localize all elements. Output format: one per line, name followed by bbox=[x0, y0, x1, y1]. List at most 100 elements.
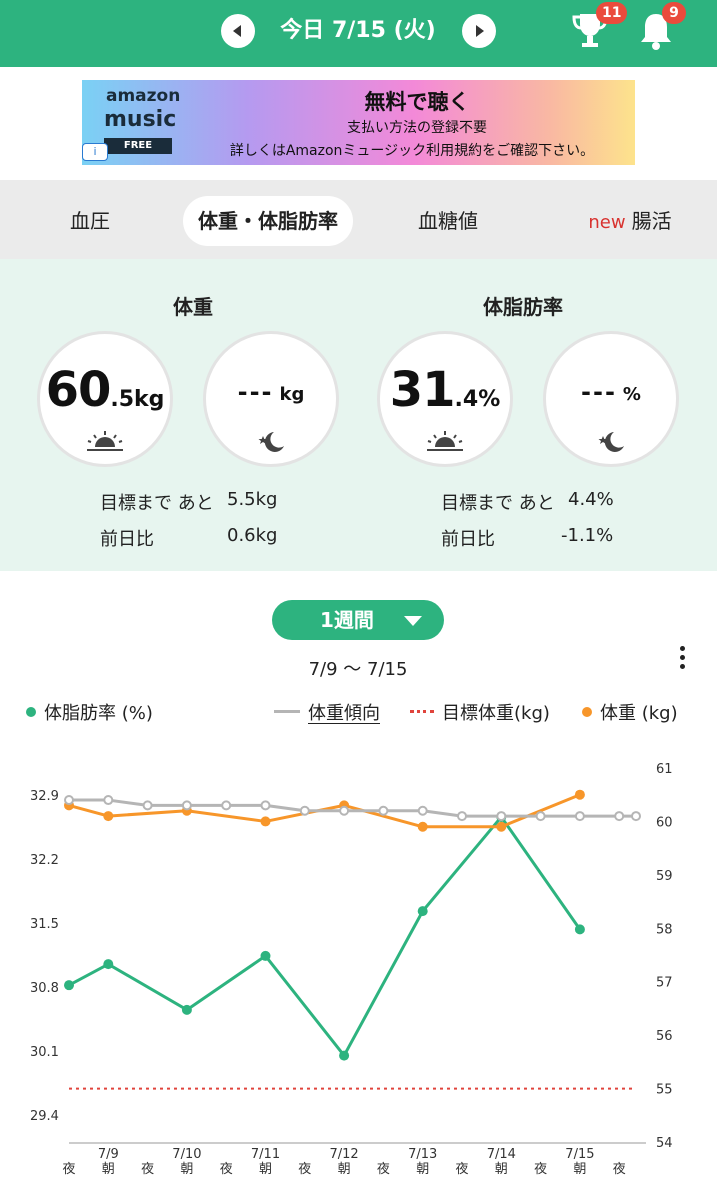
caret-left-icon bbox=[233, 25, 241, 37]
weight-night-circle[interactable]: --- kg bbox=[203, 331, 339, 467]
ad-subline-2: 詳しくはAmazonミュージック利用規約をご確認下さい。 bbox=[229, 143, 595, 159]
x-axis-slot-label: 夜 bbox=[220, 1162, 233, 1177]
moon-icon bbox=[258, 432, 284, 452]
more-options-button[interactable] bbox=[676, 646, 688, 674]
right-axis-tick: 56 bbox=[656, 1029, 673, 1044]
left-axis-tick: 30.8 bbox=[30, 981, 59, 996]
x-axis-slot-label: 夜 bbox=[62, 1162, 75, 1177]
weight-diff-label: 前日比 bbox=[100, 529, 154, 550]
notification-badge: 9 bbox=[662, 2, 686, 24]
x-axis-date-label: 7/15 bbox=[565, 1147, 594, 1162]
weight-point bbox=[574, 789, 585, 800]
legend-target-weight[interactable]: 目標体重(kg) bbox=[410, 702, 550, 726]
trophy-button[interactable]: 11 bbox=[568, 2, 628, 54]
x-axis-slot-label: 朝 bbox=[495, 1162, 508, 1177]
sunrise-icon bbox=[427, 431, 463, 451]
more-vert-icon-dot bbox=[679, 655, 685, 660]
period-dropdown[interactable]: 1週間 bbox=[272, 600, 444, 640]
fat-diff-value: -1.1% bbox=[561, 525, 614, 546]
body-fat-line bbox=[68, 815, 582, 1058]
weight-trend-point bbox=[417, 805, 428, 816]
fat-morning-int: 31 bbox=[389, 362, 456, 418]
fat-morning-circle[interactable]: 31.4% bbox=[377, 331, 513, 467]
fat-diff-label: 前日比 bbox=[441, 529, 495, 550]
tab-weight-body-fat[interactable]: 体重・体脂肪率 bbox=[183, 196, 353, 246]
left-axis-tick: 32.9 bbox=[30, 789, 59, 804]
weight-point bbox=[417, 821, 428, 832]
right-axis-tick: 60 bbox=[656, 815, 673, 830]
body-fat-point bbox=[574, 924, 585, 935]
weight-trend-point bbox=[614, 811, 625, 822]
legend-dot-green bbox=[26, 707, 36, 717]
weight-morning-circle[interactable]: 60.5kg bbox=[37, 331, 173, 467]
legend-weight[interactable]: 体重 (kg) bbox=[582, 702, 678, 726]
moon-icon bbox=[598, 432, 624, 452]
summary-panel: 体重 体脂肪率 60.5kg --- kg 31.4% ---% 目標まで あと … bbox=[0, 259, 717, 571]
x-axis-slot-label: 夜 bbox=[455, 1162, 468, 1177]
legend-weight-label: 体重 (kg) bbox=[600, 703, 678, 724]
legend-line-dotted bbox=[410, 710, 434, 713]
x-axis-date-label: 7/9 bbox=[98, 1147, 119, 1162]
fat-night-value: --- bbox=[581, 378, 617, 406]
x-axis-slot-label: 朝 bbox=[338, 1162, 351, 1177]
left-axis-tick: 29.4 bbox=[30, 1109, 59, 1124]
weight-body-fat-chart[interactable]: 32.9 32.2 31.5 30.8 30.1 29.4 61 60 59 58 57 56 55 54… bbox=[0, 740, 717, 1180]
weight-trend-point bbox=[457, 811, 467, 822]
x-axis-slot-label: 朝 bbox=[573, 1162, 586, 1177]
weight-night-value: --- bbox=[237, 378, 274, 406]
body-fat-point bbox=[260, 950, 271, 961]
weight-night-unit: kg bbox=[279, 384, 305, 405]
x-axis-slot-label: 夜 bbox=[534, 1162, 547, 1177]
ad-subline-1: 支払い方法の登録不要 bbox=[347, 120, 487, 136]
weight-trend-point bbox=[103, 795, 114, 806]
weight-trend-point bbox=[378, 805, 389, 816]
body-fat-point bbox=[339, 1050, 350, 1061]
fat-night-circle[interactable]: ---% bbox=[543, 331, 679, 467]
tab-gut-health[interactable]: new 腸活 bbox=[570, 196, 690, 246]
weight-point bbox=[103, 811, 114, 822]
tab-blood-pressure[interactable]: 血圧 bbox=[70, 209, 110, 233]
ad-headline: 無料で聴く bbox=[364, 90, 470, 114]
app-header: 今日 7/15 (火) 11 9 bbox=[0, 0, 717, 67]
notification-button[interactable]: 9 bbox=[634, 2, 686, 54]
tab-blood-sugar[interactable]: 血糖値 bbox=[418, 209, 478, 233]
more-vert-icon bbox=[679, 646, 685, 651]
prev-day-button[interactable] bbox=[221, 14, 255, 48]
weight-trend-point bbox=[181, 800, 192, 811]
weight-goal-value: 5.5kg bbox=[227, 489, 278, 510]
weight-trend-line bbox=[69, 798, 636, 818]
next-day-button[interactable] bbox=[462, 14, 496, 48]
new-label: new bbox=[588, 212, 626, 233]
weight-trend-point bbox=[631, 811, 641, 822]
ad-brand-main: music bbox=[104, 107, 177, 132]
body-fat-point bbox=[64, 980, 74, 991]
right-axis-tick: 55 bbox=[656, 1083, 673, 1098]
sunrise-icon bbox=[87, 431, 123, 451]
ad-info-button[interactable]: i bbox=[82, 143, 108, 161]
weight-trend-point bbox=[535, 811, 546, 822]
ad-free-tag: FREE bbox=[104, 138, 172, 154]
weight-morning-int: 60 bbox=[45, 362, 112, 418]
ad-banner[interactable]: amazon music FREE i 無料で聴く 支払い方法の登録不要 詳しく… bbox=[82, 80, 635, 165]
legend-weight-trend[interactable]: 体重傾向 bbox=[274, 702, 380, 726]
category-tabs: 血圧 体重・体脂肪率 血糖値 new 腸活 bbox=[0, 180, 717, 259]
body-fat-point bbox=[417, 906, 428, 917]
legend-dot-orange bbox=[582, 707, 592, 717]
x-axis-slot-label: 朝 bbox=[416, 1162, 429, 1177]
trophy-icon bbox=[572, 14, 608, 47]
weight-trend-point bbox=[339, 805, 350, 816]
trophy-badge: 11 bbox=[596, 2, 628, 24]
fat-morning-dec: .4% bbox=[454, 387, 501, 412]
right-axis-tick: 54 bbox=[656, 1136, 673, 1151]
weight-point bbox=[260, 816, 271, 827]
weight-title: 体重 bbox=[173, 295, 213, 319]
ad-brand-top: amazon bbox=[106, 86, 181, 106]
left-axis-tick: 32.2 bbox=[30, 853, 59, 868]
legend-body-fat[interactable]: 体脂肪率 (%) bbox=[26, 702, 153, 726]
x-axis-slot-label: 朝 bbox=[102, 1162, 115, 1177]
current-date[interactable]: 今日 7/15 (火) bbox=[280, 18, 436, 43]
legend-target-weight-label: 目標体重(kg) bbox=[442, 703, 550, 724]
tab-gut-health-label: 腸活 bbox=[631, 209, 672, 233]
period-label: 1週間 bbox=[320, 608, 374, 632]
weight-trend-point bbox=[496, 811, 507, 822]
